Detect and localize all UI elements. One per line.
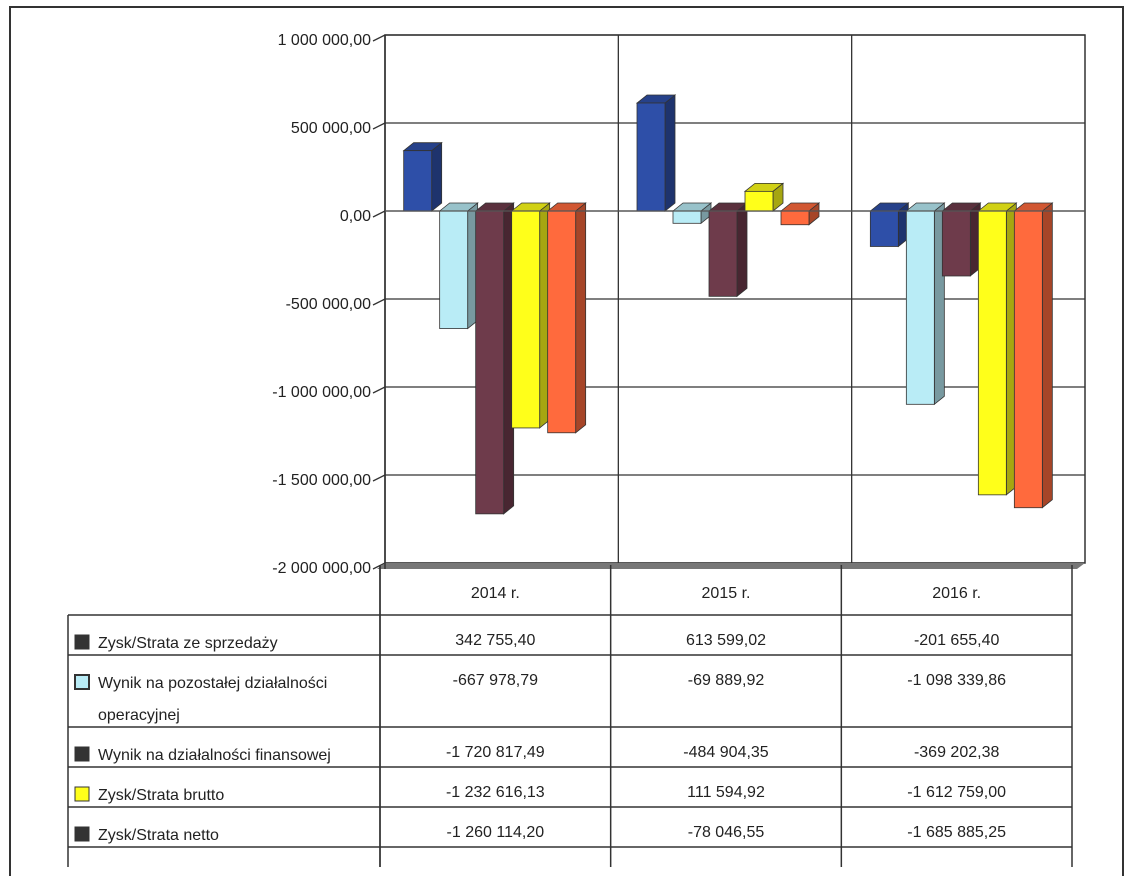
bar (511, 210, 541, 429)
bar (403, 150, 433, 212)
data-label: 342 755,40 (455, 632, 535, 649)
legend-swatch (74, 674, 90, 690)
x-category-label: 2015 r. (702, 585, 751, 602)
bar (672, 210, 702, 224)
bar (439, 210, 469, 329)
bar-side (575, 202, 587, 434)
data-label: -484 904,35 (683, 744, 769, 761)
series-name: operacyjnej (98, 707, 180, 724)
plot-floor (377, 563, 1085, 569)
data-label: -369 202,38 (914, 744, 1000, 761)
series-name: Wynik na pozostałej działalności (98, 675, 327, 692)
bar (977, 210, 1007, 496)
bar (475, 210, 505, 515)
legend-swatch (74, 746, 90, 762)
bar (1013, 210, 1043, 509)
data-label: -1 260 114,20 (447, 824, 545, 841)
series-name: Zysk/Strata ze sprzedaży (98, 635, 278, 652)
y-tick-label: -2 000 000,00 (272, 560, 371, 577)
legend-swatch (74, 826, 90, 842)
bar (547, 210, 577, 434)
tick-mark (372, 298, 386, 306)
bar (636, 102, 666, 212)
tick-mark (372, 474, 386, 482)
legend-swatch (74, 786, 90, 802)
data-label: -201 655,40 (914, 632, 1000, 649)
data-label: -69 889,92 (688, 672, 765, 689)
bar (905, 210, 935, 405)
data-label: -78 046,55 (688, 824, 765, 841)
data-label: -1 720 817,49 (446, 744, 545, 761)
bar (708, 210, 738, 297)
series-name: Zysk/Strata brutto (98, 787, 224, 804)
data-label: -667 978,79 (453, 672, 539, 689)
tick-mark (372, 562, 386, 570)
x-category-label: 2014 r. (471, 585, 520, 602)
data-label: 111 594,92 (687, 784, 765, 801)
series-name: Zysk/Strata netto (98, 827, 219, 844)
data-label: -1 098 339,86 (907, 672, 1006, 689)
bar-side (736, 202, 748, 298)
x-category-label: 2016 r. (932, 585, 981, 602)
y-tick-label: -1 500 000,00 (272, 472, 371, 489)
tick-mark (372, 210, 386, 218)
y-tick-label: -500 000,00 (286, 296, 372, 313)
tick-mark (372, 34, 386, 42)
data-label: -1 232 616,13 (446, 784, 545, 801)
bar-side (664, 94, 676, 212)
y-tick-label: 1 000 000,00 (278, 32, 372, 49)
bar (780, 210, 810, 226)
chart-frame (9, 6, 1124, 876)
y-tick-label: -1 000 000,00 (272, 384, 371, 401)
bar (941, 210, 971, 277)
bar (744, 190, 774, 212)
bar-side (1041, 202, 1053, 509)
tick-mark (372, 122, 386, 130)
bar (869, 210, 899, 247)
y-tick-label: 500 000,00 (291, 120, 371, 137)
legend-swatch (74, 634, 90, 650)
series-name: Wynik na działalności finansowej (98, 747, 331, 764)
bar-side (431, 141, 443, 212)
data-label: -1 612 759,00 (907, 784, 1006, 801)
tick-mark (372, 386, 386, 394)
data-label: 613 599,02 (686, 632, 766, 649)
y-tick-label: 0,00 (340, 208, 371, 225)
data-label: -1 685 885,25 (907, 824, 1006, 841)
